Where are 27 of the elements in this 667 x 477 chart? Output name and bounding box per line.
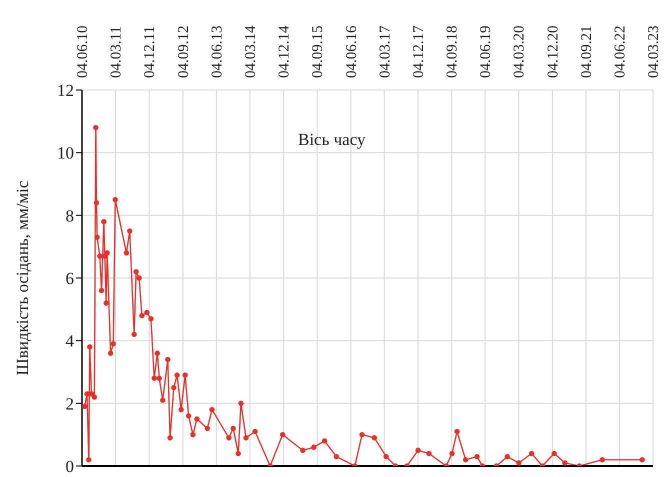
- y-tick-label: 8: [66, 206, 74, 226]
- x-tick-label: 04.03.14: [242, 25, 259, 78]
- x-tick-label: 04.06.22: [612, 26, 629, 78]
- x-tick-label: 04.12.14: [276, 25, 293, 78]
- y-tick-label: 4: [66, 332, 74, 351]
- x-tick-label: 04.09.12: [176, 26, 192, 78]
- x-tick-label: 04.12.11: [142, 26, 158, 78]
- y-tick-label: 10: [57, 144, 74, 163]
- x-tick-label: 04.09.18: [444, 26, 461, 78]
- x-tick-label: 04.03.23: [646, 26, 662, 78]
- y-tick-label: 0: [66, 457, 74, 476]
- y-tick-label: 6: [66, 269, 74, 288]
- x-tick-label: 04.06.10: [75, 26, 91, 78]
- x-tick-label: 04.12.20: [545, 26, 562, 78]
- x-tick-label: 04.03.20: [512, 26, 528, 78]
- annotation: Вісь часу: [298, 130, 366, 150]
- x-tick-label: 04.06.19: [478, 26, 494, 78]
- x-tick-label: 04.03.17: [377, 25, 394, 78]
- x-tick-label: 04.09.21: [579, 26, 596, 78]
- x-tick-label: 04.09.15: [310, 26, 326, 78]
- x-tick-label: 04.03.11: [108, 26, 124, 78]
- y-axis-title: Швидкість осідань, мм/міс: [13, 180, 32, 376]
- x-tick-label: 04.12.17: [411, 25, 428, 78]
- x-tick-label: 04.06.16: [344, 25, 360, 78]
- x-tick-label: 04.06.13: [209, 26, 226, 78]
- y-tick-label: 12: [57, 81, 74, 100]
- y-tick-label: 2: [66, 394, 74, 414]
